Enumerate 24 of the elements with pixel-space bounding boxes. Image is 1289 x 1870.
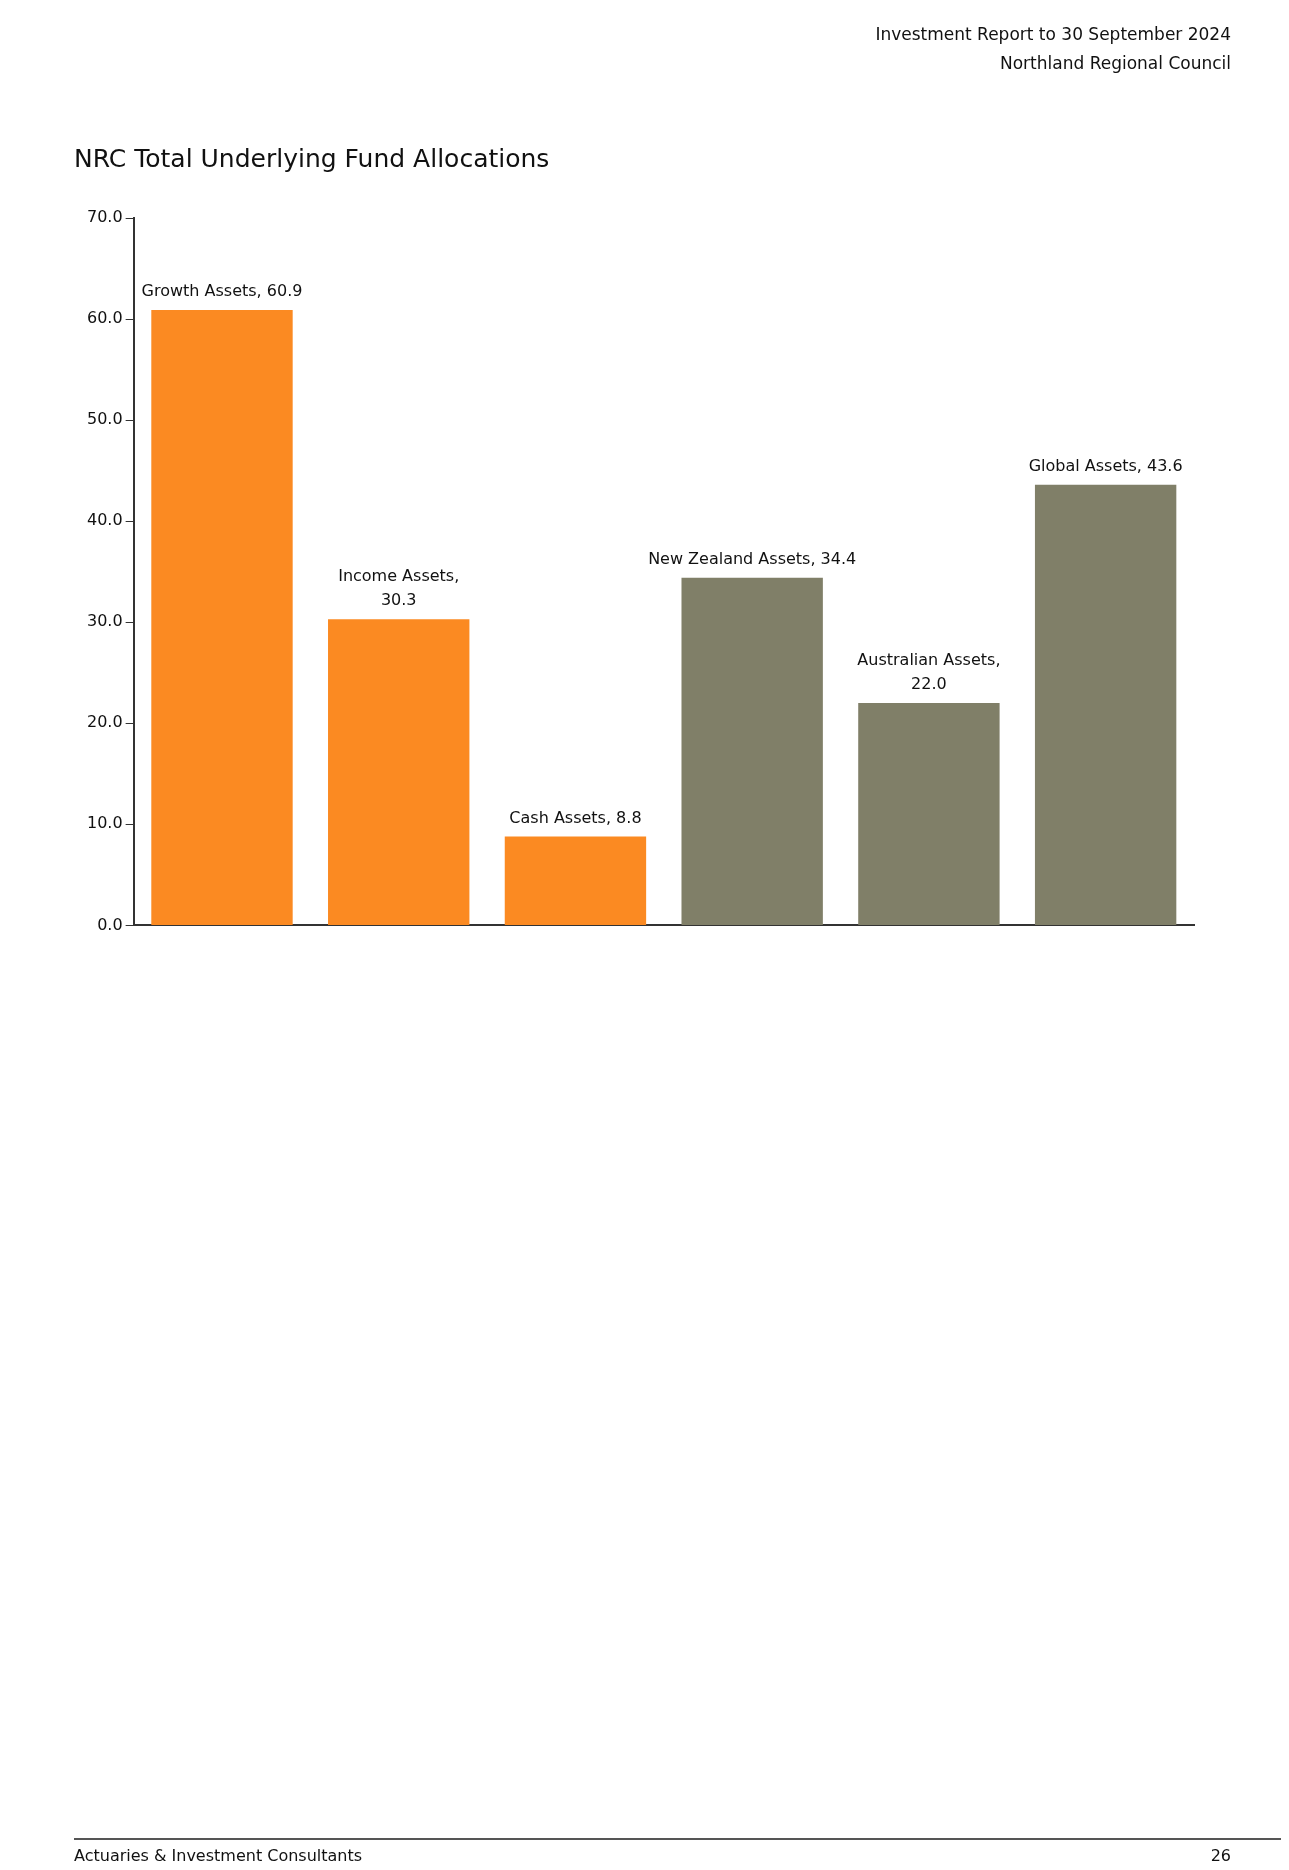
bar (858, 703, 1000, 925)
y-tick-label: 70.0 (87, 207, 123, 227)
y-tick-label: 0.0 (97, 914, 123, 934)
data-label: New Zealand Assets, 34.4 (648, 548, 857, 568)
data-label: Cash Assets, 8.8 (509, 807, 642, 827)
data-label: Growth Assets, 60.9 (141, 281, 303, 301)
y-tick-label: 40.0 (87, 510, 123, 530)
y-tick-label: 20.0 (87, 712, 123, 732)
bar (504, 836, 647, 925)
bar (151, 309, 293, 925)
data-label: Income Assets, 30.3 (338, 566, 460, 610)
text: Actuaries & Investment Consultants (74, 1846, 363, 1865)
data-label: Australian Assets, 22.0 (857, 650, 1001, 694)
bar (681, 577, 823, 925)
y-tick-label: 50.0 (87, 409, 123, 429)
y-tick-label: 10.0 (87, 813, 123, 833)
y-tick-label: 60.0 (87, 308, 123, 328)
chart-title: NRC Total Underlying Fund Allocations (74, 144, 550, 173)
y-tick-label: 30.0 (87, 611, 123, 631)
bar (328, 619, 470, 925)
text: 26 (1210, 1846, 1231, 1865)
bar (1034, 484, 1177, 925)
chart-subtitle: Investment Report to 30 September 2024 Northland Regional Council (875, 23, 1231, 75)
data-label: Global Assets, 43.6 (1028, 455, 1183, 475)
